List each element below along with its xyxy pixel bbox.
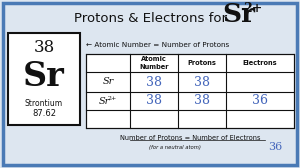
Text: (for a neutral atom): (for a neutral atom) xyxy=(149,144,201,150)
Text: 38: 38 xyxy=(146,75,162,89)
FancyBboxPatch shape xyxy=(3,3,297,165)
Text: 36: 36 xyxy=(252,94,268,108)
Text: Sr: Sr xyxy=(102,77,114,87)
Text: Protons: Protons xyxy=(188,60,216,66)
Text: ← Atomic Number = Number of Protons: ← Atomic Number = Number of Protons xyxy=(86,42,229,48)
Text: Sr: Sr xyxy=(23,60,65,94)
Text: Sr: Sr xyxy=(222,2,255,27)
Text: 38: 38 xyxy=(194,75,210,89)
Text: 38: 38 xyxy=(194,94,210,108)
Text: 87.62: 87.62 xyxy=(32,109,56,117)
Text: 38: 38 xyxy=(33,38,55,55)
Text: 2+: 2+ xyxy=(107,95,117,100)
Text: 38: 38 xyxy=(146,94,162,108)
Text: 2+: 2+ xyxy=(243,2,262,14)
FancyBboxPatch shape xyxy=(8,33,80,125)
FancyBboxPatch shape xyxy=(86,54,294,128)
Text: Electrons: Electrons xyxy=(243,60,277,66)
Text: 36: 36 xyxy=(268,142,282,152)
Text: Strontium: Strontium xyxy=(25,98,63,108)
Text: Number of Protons = Number of Electrons: Number of Protons = Number of Electrons xyxy=(120,135,260,141)
Text: Protons & Electrons for: Protons & Electrons for xyxy=(74,12,226,26)
Text: Sr: Sr xyxy=(98,96,110,106)
Text: Atomic
Number: Atomic Number xyxy=(139,56,169,70)
